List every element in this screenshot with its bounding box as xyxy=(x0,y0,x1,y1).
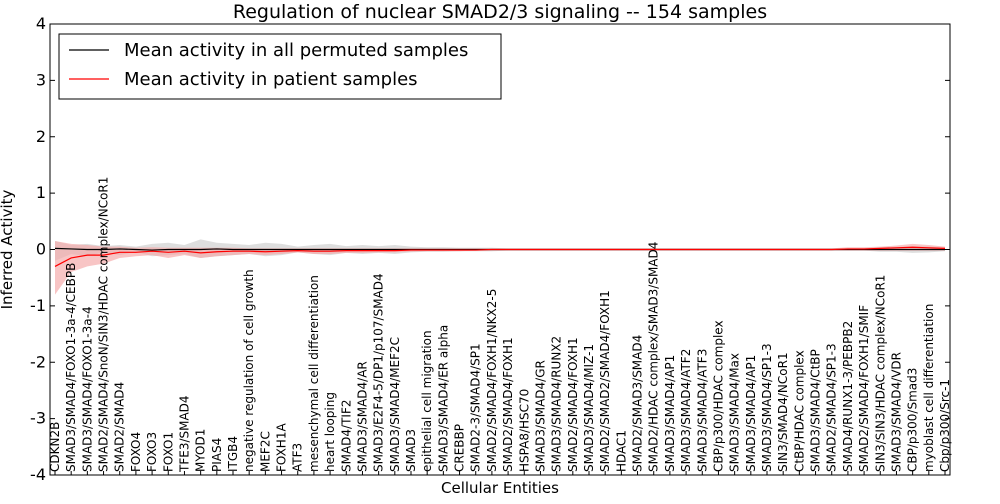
category-label: FOXO3 xyxy=(145,432,159,472)
category-label: TFE3/SMAD4 xyxy=(177,395,191,473)
category-label: SMAD3/SMAD4/AP1 xyxy=(663,355,677,472)
legend-label-patient: Mean activity in patient samples xyxy=(124,69,418,90)
y-tick-label: 3 xyxy=(36,70,46,89)
category-label: SMAD2/SMAD4/SP1-3 xyxy=(825,343,839,472)
category-label: SMAD3/SMAD4/GR xyxy=(533,360,547,472)
category-label: CBP/p300/Smad3 xyxy=(906,368,920,472)
category-label: SMAD3/SMAD4/FOXO1-3a-4/CEBPB xyxy=(64,263,78,472)
y-axis-ticks: -4 -3 -2 -1 0 1 2 3 4 xyxy=(30,14,950,484)
category-label: FOXO4 xyxy=(129,432,143,472)
category-label: SMAD2/SMAD3/SMAD4 xyxy=(631,335,645,472)
category-label: SMAD3/SMAD4/RUNX2 xyxy=(550,336,564,472)
category-label: SMAD3/SMAD4/FOXO1-3a-4 xyxy=(80,306,94,472)
category-label: SMAD3/SMAD4/SP1-3 xyxy=(760,343,774,472)
category-label: ATF3 xyxy=(291,443,305,472)
category-label: HSPA8/HSC70 xyxy=(517,389,531,472)
category-label: SMAD3/SMAD4/ATF3 xyxy=(695,349,709,472)
category-label: HDAC1 xyxy=(614,430,628,472)
category-label: SMAD4/RUNX1-3/PEBPB2 xyxy=(841,321,855,472)
category-labels: CDKN2B SMAD3/SMAD4/FOXO1-3a-4/CEBPB SMAD3/… xyxy=(48,177,952,475)
category-label: SIN3/SMAD4/NCoR1 xyxy=(776,352,790,472)
category-label: CDKN2B xyxy=(48,422,62,472)
category-label: SMAD2/SMAD4/FOXH1/SMIF xyxy=(857,305,871,472)
y-tick-label: 0 xyxy=(36,240,46,259)
category-label: myoblast cell differentiation xyxy=(922,304,936,472)
category-label: SMAD2-3/SMAD4/SP1 xyxy=(469,343,483,472)
y-tick-label: 1 xyxy=(36,183,46,202)
category-label: heart looping xyxy=(323,392,337,472)
series-lines xyxy=(54,246,946,267)
y-tick-label: 2 xyxy=(36,127,46,146)
category-label: ITGB4 xyxy=(226,436,240,472)
category-label: negative regulation of cell growth xyxy=(242,269,256,472)
category-label: PIAS4 xyxy=(210,438,224,472)
y-axis-label: Inferred Activity xyxy=(0,189,16,309)
category-label: SMAD3/SMAD4/MIZ-1 xyxy=(582,344,596,472)
chart-title: Regulation of nuclear SMAD2/3 signaling … xyxy=(233,1,767,23)
category-label: SMAD3/SMAD4/AP1 xyxy=(744,355,758,472)
category-label: SMAD3/SMAD4/CtBP xyxy=(809,349,823,472)
category-label: SMAD2/SMAD4/FOXH1 xyxy=(566,337,580,472)
y-tick-label: -1 xyxy=(30,296,46,315)
x-axis-label: Cellular Entities xyxy=(441,479,559,497)
category-label: SMAD3/SMAD4/AR xyxy=(355,361,369,472)
category-label: SMAD2/SMAD4 xyxy=(113,382,127,472)
category-label: SMAD3/SMAD4/Max xyxy=(728,353,742,472)
category-label: SMAD3/SMAD4/ER alpha xyxy=(436,325,450,472)
category-label: SMAD2/HDAC complex/SMAD3/SMAD4 xyxy=(647,242,661,472)
legend-box xyxy=(58,33,502,100)
category-label: SMAD3 xyxy=(404,429,418,472)
category-label: SMAD2/SMAD4/FOXH1 xyxy=(501,337,515,472)
category-label: SMAD2/SMAD4/SnoN/SIN3/HDAC complex/NCoR1 xyxy=(97,177,111,472)
y-tick-label: -3 xyxy=(30,409,46,428)
category-label: SIN3/SIN3/HDAC complex/NCoR1 xyxy=(873,275,887,472)
y-tick-label: 4 xyxy=(36,14,46,33)
category-label: epithelial cell migration xyxy=(420,330,434,472)
category-label: MEF2C xyxy=(258,431,272,472)
category-label: SMAD3/SMAD4/VDR xyxy=(889,352,903,472)
category-label: MYOD1 xyxy=(194,429,208,472)
category-label: mesenchymal cell differentiation xyxy=(307,275,321,472)
series-line-1 xyxy=(54,246,946,267)
category-label: SMAD2/SMAD4/FOXH1/NKX2-5 xyxy=(485,289,499,472)
category-label: CtBP/HDAC complex xyxy=(792,350,806,472)
category-label: SMAD3/E2F4-5/DP1/p107/SMAD4 xyxy=(372,273,386,472)
category-label: SMAD3/SMAD4/ATF2 xyxy=(679,349,693,472)
category-label: CREBBP xyxy=(453,424,467,472)
legend: Mean activity in all permuted samples Me… xyxy=(58,33,502,100)
y-tick-label: -4 xyxy=(30,465,46,484)
category-label: SMAD2/SMAD2/SMAD4/FOXH1 xyxy=(598,290,612,472)
legend-label-permuted: Mean activity in all permuted samples xyxy=(124,40,468,61)
category-label: FOXH1A xyxy=(275,423,289,472)
category-label: CBP/p300/HDAC complex xyxy=(711,320,725,472)
category-label: FOXO1 xyxy=(161,432,175,472)
y-tick-label: -2 xyxy=(30,352,46,371)
category-label: SMAD4/TIF2 xyxy=(339,399,353,472)
category-label: Cbp/p300/Src-1 xyxy=(938,379,952,472)
category-label: SMAD3/SMAD4/MEF2C xyxy=(388,337,402,472)
